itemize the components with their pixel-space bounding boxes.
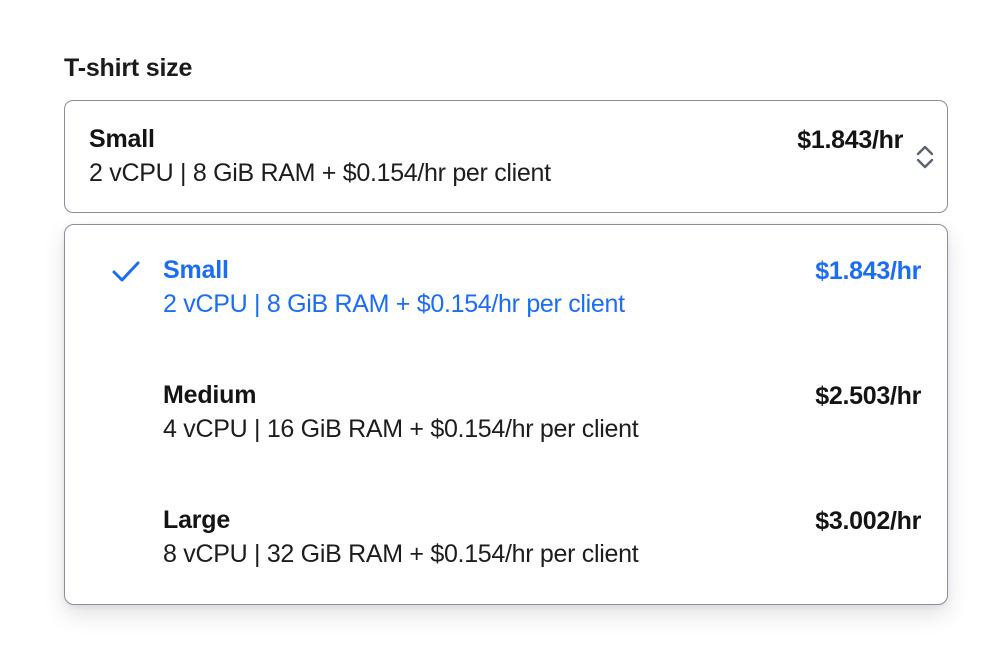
t-shirt-size-dropdown-panel: Small 2 vCPU | 8 GiB RAM + $0.154/hr per… [64, 224, 948, 605]
select-trigger-content: Small 2 vCPU | 8 GiB RAM + $0.154/hr per… [65, 124, 903, 189]
check-icon [109, 257, 143, 287]
option-description: 8 vCPU | 32 GiB RAM + $0.154/hr per clie… [163, 540, 639, 568]
select-trigger-text: Small 2 vCPU | 8 GiB RAM + $0.154/hr per… [89, 124, 551, 189]
option-description: 2 vCPU | 8 GiB RAM + $0.154/hr per clien… [163, 290, 625, 318]
option-name: Small [163, 256, 229, 284]
option-price: $1.843/hr [815, 257, 921, 285]
option-description: 4 vCPU | 16 GiB RAM + $0.154/hr per clie… [163, 415, 639, 443]
list-item-option-large[interactable]: Large 8 vCPU | 32 GiB RAM + $0.154/hr pe… [91, 505, 921, 570]
selected-option-name: Small [89, 125, 155, 153]
option-price: $2.503/hr [815, 382, 921, 410]
page-title: T-shirt size [64, 54, 193, 82]
option-text-group: Medium 4 vCPU | 16 GiB RAM + $0.154/hr p… [163, 380, 639, 445]
option-price: $3.002/hr [815, 507, 921, 535]
selected-option-price: $1.843/hr [797, 126, 903, 154]
list-item-option-medium[interactable]: Medium 4 vCPU | 16 GiB RAM + $0.154/hr p… [91, 380, 921, 445]
option-text-group: Large 8 vCPU | 32 GiB RAM + $0.154/hr pe… [163, 505, 639, 570]
option-text-group: Small 2 vCPU | 8 GiB RAM + $0.154/hr per… [163, 255, 625, 320]
option-list: Small 2 vCPU | 8 GiB RAM + $0.154/hr per… [91, 255, 921, 570]
t-shirt-size-select-trigger[interactable]: Small 2 vCPU | 8 GiB RAM + $0.154/hr per… [64, 100, 948, 213]
selected-option-description: 2 vCPU | 8 GiB RAM + $0.154/hr per clien… [89, 159, 551, 187]
option-name: Large [163, 506, 231, 534]
chevron-up-down-icon[interactable] [903, 142, 947, 172]
list-item-option-small[interactable]: Small 2 vCPU | 8 GiB RAM + $0.154/hr per… [91, 255, 921, 320]
option-name: Medium [163, 381, 257, 409]
